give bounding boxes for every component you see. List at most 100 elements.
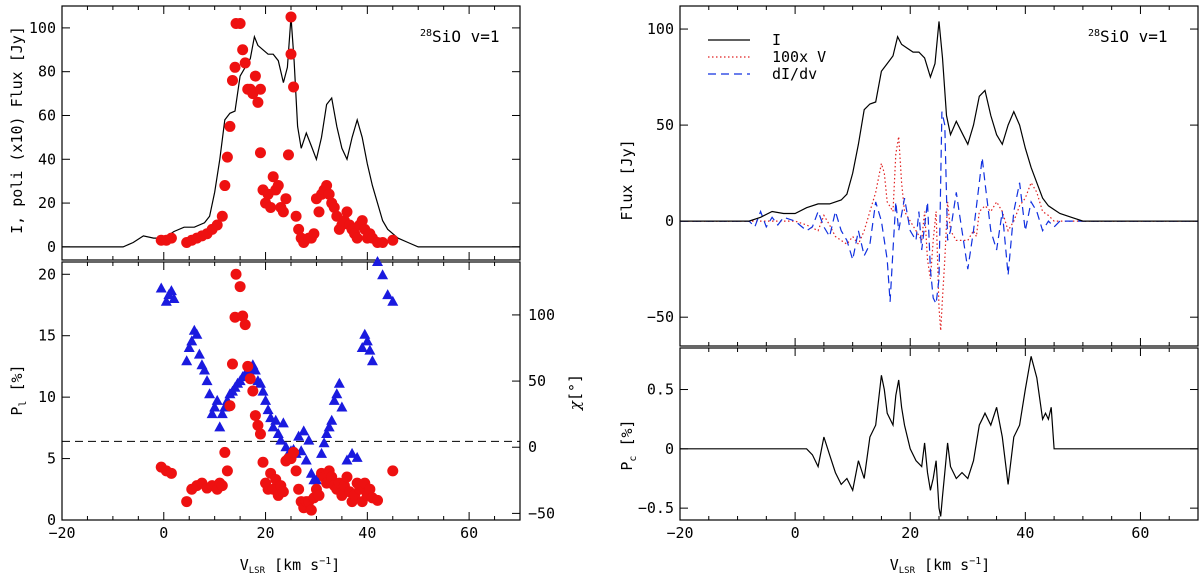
data-point-pl xyxy=(242,360,254,372)
data-point-chi xyxy=(201,375,213,386)
data-point-poli xyxy=(229,61,241,73)
data-point-chi xyxy=(257,385,269,396)
data-point-pl xyxy=(277,486,289,498)
ylabel-right-bottom: Pc [%] xyxy=(618,419,639,470)
data-point-poli xyxy=(328,201,340,213)
data-point-pl xyxy=(249,410,261,422)
y-tick-label: 80 xyxy=(38,63,56,81)
data-point-chi xyxy=(183,342,195,352)
data-point-pl xyxy=(387,465,399,477)
legend-label-dIdv: dI/dv xyxy=(772,65,817,83)
data-point-poli xyxy=(226,74,238,86)
data-point-pl xyxy=(293,483,305,495)
legend-label-I: I xyxy=(772,31,781,49)
data-point-pl xyxy=(165,467,177,479)
y-tick-label: 10 xyxy=(38,388,56,406)
data-point-chi xyxy=(262,404,274,415)
data-point-pl xyxy=(230,268,242,280)
data-point-poli xyxy=(377,236,389,248)
x-tick-label: 60 xyxy=(1131,524,1149,542)
data-point-chi xyxy=(318,437,330,448)
xlabel-right-sup: −1 xyxy=(969,556,981,567)
data-point-chi xyxy=(181,355,193,366)
data-point-pl xyxy=(216,480,228,492)
data-point-poli xyxy=(216,210,228,222)
axes-frame xyxy=(679,347,1199,521)
data-point-chi xyxy=(260,394,272,405)
data-point-chi xyxy=(300,454,312,465)
data-point-chi xyxy=(214,421,226,432)
y-tick-label: 100 xyxy=(29,19,56,37)
xlabel-right-sub: LSR xyxy=(899,566,916,576)
data-point-pl xyxy=(372,494,384,506)
ylabel-right-top: Flux [Jy] xyxy=(618,139,636,220)
data-point-poli xyxy=(341,206,353,218)
xlabel-right-end: ] xyxy=(981,556,990,574)
data-point-chi xyxy=(267,421,279,432)
data-point-chi xyxy=(366,355,378,366)
y2-tick-label: 50 xyxy=(528,372,546,390)
y-tick-label: 40 xyxy=(38,150,56,168)
data-point-chi xyxy=(191,328,203,339)
data-point-chi xyxy=(361,335,373,346)
data-point-chi xyxy=(275,434,287,445)
data-point-chi xyxy=(277,417,289,428)
x-tick-label: 40 xyxy=(1016,524,1034,542)
data-point-pl xyxy=(221,465,233,477)
data-point-chi xyxy=(372,256,384,266)
data-point-poli xyxy=(351,232,363,244)
series-line-I xyxy=(680,21,1198,222)
data-point-pl xyxy=(224,400,236,412)
data-point-chi xyxy=(209,401,221,412)
data-point-poli xyxy=(323,188,335,200)
data-point-chi xyxy=(254,377,266,388)
data-point-chi xyxy=(155,282,167,293)
data-point-poli xyxy=(165,232,177,244)
data-point-pl xyxy=(364,483,376,495)
data-point-poli xyxy=(290,210,302,222)
data-point-poli xyxy=(239,57,251,69)
data-point-poli xyxy=(252,96,264,108)
data-point-chi xyxy=(321,428,333,438)
data-point-chi xyxy=(359,328,371,339)
data-point-pl xyxy=(239,319,251,331)
data-point-pl xyxy=(254,428,266,440)
y-tick-label: 0 xyxy=(665,212,674,230)
data-point-chi xyxy=(206,408,218,419)
series-line-I xyxy=(62,16,520,248)
data-point-poli xyxy=(234,18,246,30)
y-tick-label: 0 xyxy=(665,440,674,458)
y2-tick-label: 100 xyxy=(528,306,555,324)
data-point-chi xyxy=(193,348,205,359)
annotation-right-super: 28 xyxy=(1088,28,1100,39)
data-point-chi xyxy=(303,434,315,445)
panel-right-top: −50 0 50 100 xyxy=(647,5,1199,347)
xlabel-right-main: V xyxy=(890,556,899,574)
ylabel-left-bottom-units: [%] xyxy=(8,364,26,400)
data-point-poli xyxy=(387,234,399,246)
data-point-chi xyxy=(298,425,310,436)
data-point-chi xyxy=(377,269,389,280)
data-point-poli xyxy=(277,206,289,218)
xlabel-left: VLSR [km s−1] xyxy=(240,556,341,576)
y-tick-label: 60 xyxy=(38,106,56,124)
data-point-chi xyxy=(249,364,261,375)
data-point-poli xyxy=(272,180,284,192)
legend-label-V: 100x V xyxy=(772,48,826,66)
annotation-left-rest: SiO v=1 xyxy=(432,27,499,46)
legend: I 100x V dI/dv xyxy=(708,31,826,83)
data-point-pl xyxy=(288,446,300,458)
data-point-chi xyxy=(341,454,353,465)
annotation-right-rest: SiO v=1 xyxy=(1100,27,1167,46)
series-line-V xyxy=(680,136,1198,331)
xlabel-left-sup: −1 xyxy=(319,556,331,567)
data-point-pl xyxy=(234,281,246,293)
x-tick-label: −20 xyxy=(48,524,75,542)
data-point-chi xyxy=(326,414,338,425)
data-point-pl xyxy=(252,419,264,431)
data-point-poli xyxy=(313,206,325,218)
x-tick-label: 60 xyxy=(460,524,478,542)
annotation-left-super: 28 xyxy=(420,28,432,39)
data-point-chi xyxy=(165,285,177,296)
